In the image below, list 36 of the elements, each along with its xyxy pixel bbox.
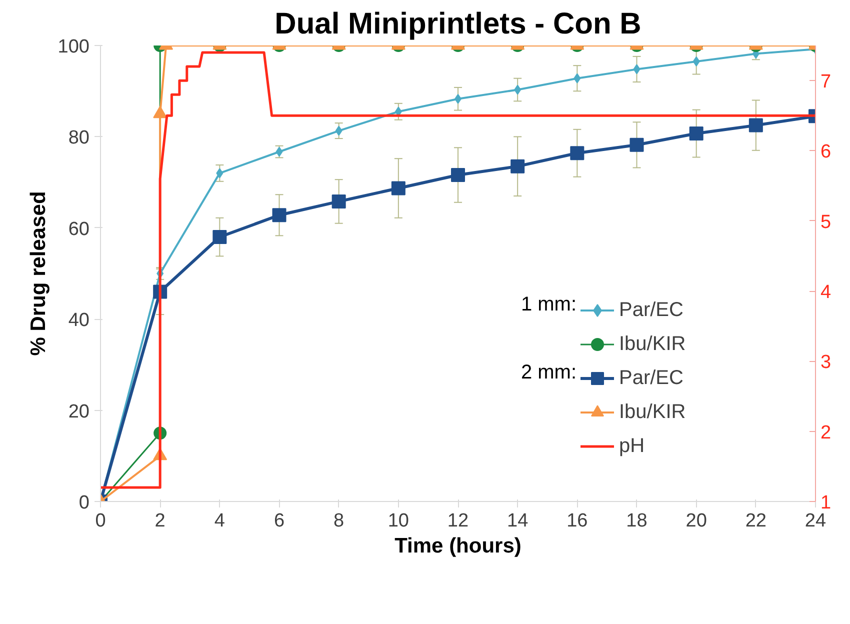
annotation: 1 mm: [520,294,577,316]
y-tick-label: 40 [68,310,90,332]
x-tick-label: 0 [95,510,106,532]
y-tick-label: 100 [58,36,90,58]
x-axis-title: Time (hours) [394,534,522,558]
x-tick-label: 12 [447,510,469,532]
y-tick-label: 0 [78,492,90,514]
x-tick-label: 24 [804,510,826,532]
x-tick-label: 18 [626,510,648,532]
y2-tick-label: 6 [820,142,832,163]
x-tick-label: 10 [388,510,409,532]
legend-label: Par/EC [619,366,684,390]
annotation: 2 mm: [520,362,577,384]
x-tick-label: 2 [154,510,166,532]
y2-tick-label: 5 [820,212,832,233]
legend-label: Ibu/KIR [619,400,686,424]
y2-tick-label: 1 [820,492,832,514]
legend-label: Par/EC [619,298,684,322]
y-tick-label: 20 [68,401,90,422]
x-tick-label: 14 [507,510,529,532]
y2-tick-label: 2 [820,422,832,444]
x-tick-label: 20 [686,510,707,532]
y2-tick-label: 7 [820,72,832,93]
legend-label: pH [619,434,645,458]
legend-label: Ibu/KIR [619,332,686,356]
x-tick-label: 22 [745,510,766,532]
y-axis-title: % Drug released [26,191,50,356]
y2-tick-label: 3 [820,352,832,374]
y-tick-label: 60 [68,218,90,240]
x-tick-label: 16 [566,510,588,532]
x-tick-label: 4 [214,510,226,532]
x-tick-label: 8 [334,510,344,532]
y2-tick-label: 4 [820,282,832,304]
x-tick-label: 6 [274,510,285,532]
chart-title: Dual Miniprintlets - Con B [274,8,642,40]
y-tick-label: 80 [68,128,90,149]
